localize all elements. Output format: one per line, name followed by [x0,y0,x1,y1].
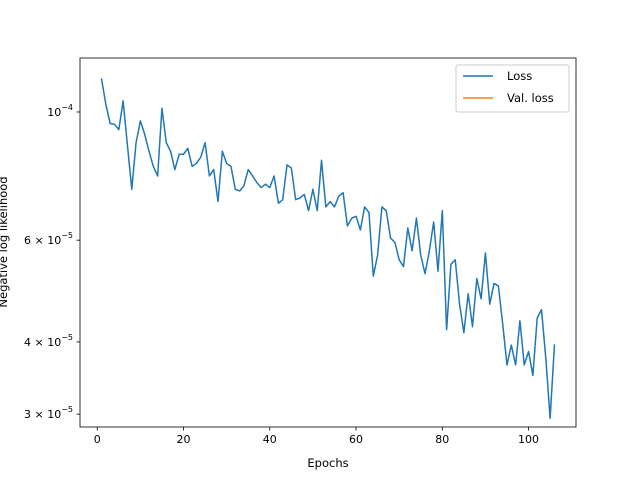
legend-label-2: Val. loss [507,91,554,105]
series-line-1 [100,78,556,420]
x-axis-label: Epochs [307,456,348,470]
y-tick-label: 4 × 10−5 [24,333,73,349]
x-tick-label: 0 [94,433,101,446]
x-tick-label: 40 [263,433,277,446]
y-tick-label: 3 × 10−5 [24,405,73,421]
x-tick-label: 100 [518,433,539,446]
legend: Loss Val. loss [455,64,570,113]
y-axis-label: Negative log likelihood [0,176,10,307]
y-tick-label: 6 × 10−5 [24,231,73,247]
x-tick-label: 20 [177,433,191,446]
legend-label-1: Loss [507,69,532,83]
y-tick-label: 10−4 [47,103,73,119]
x-tick-label: 80 [435,433,449,446]
axes-frame [79,57,577,428]
plot-area-background [80,58,576,427]
x-tick-label: 60 [349,433,363,446]
